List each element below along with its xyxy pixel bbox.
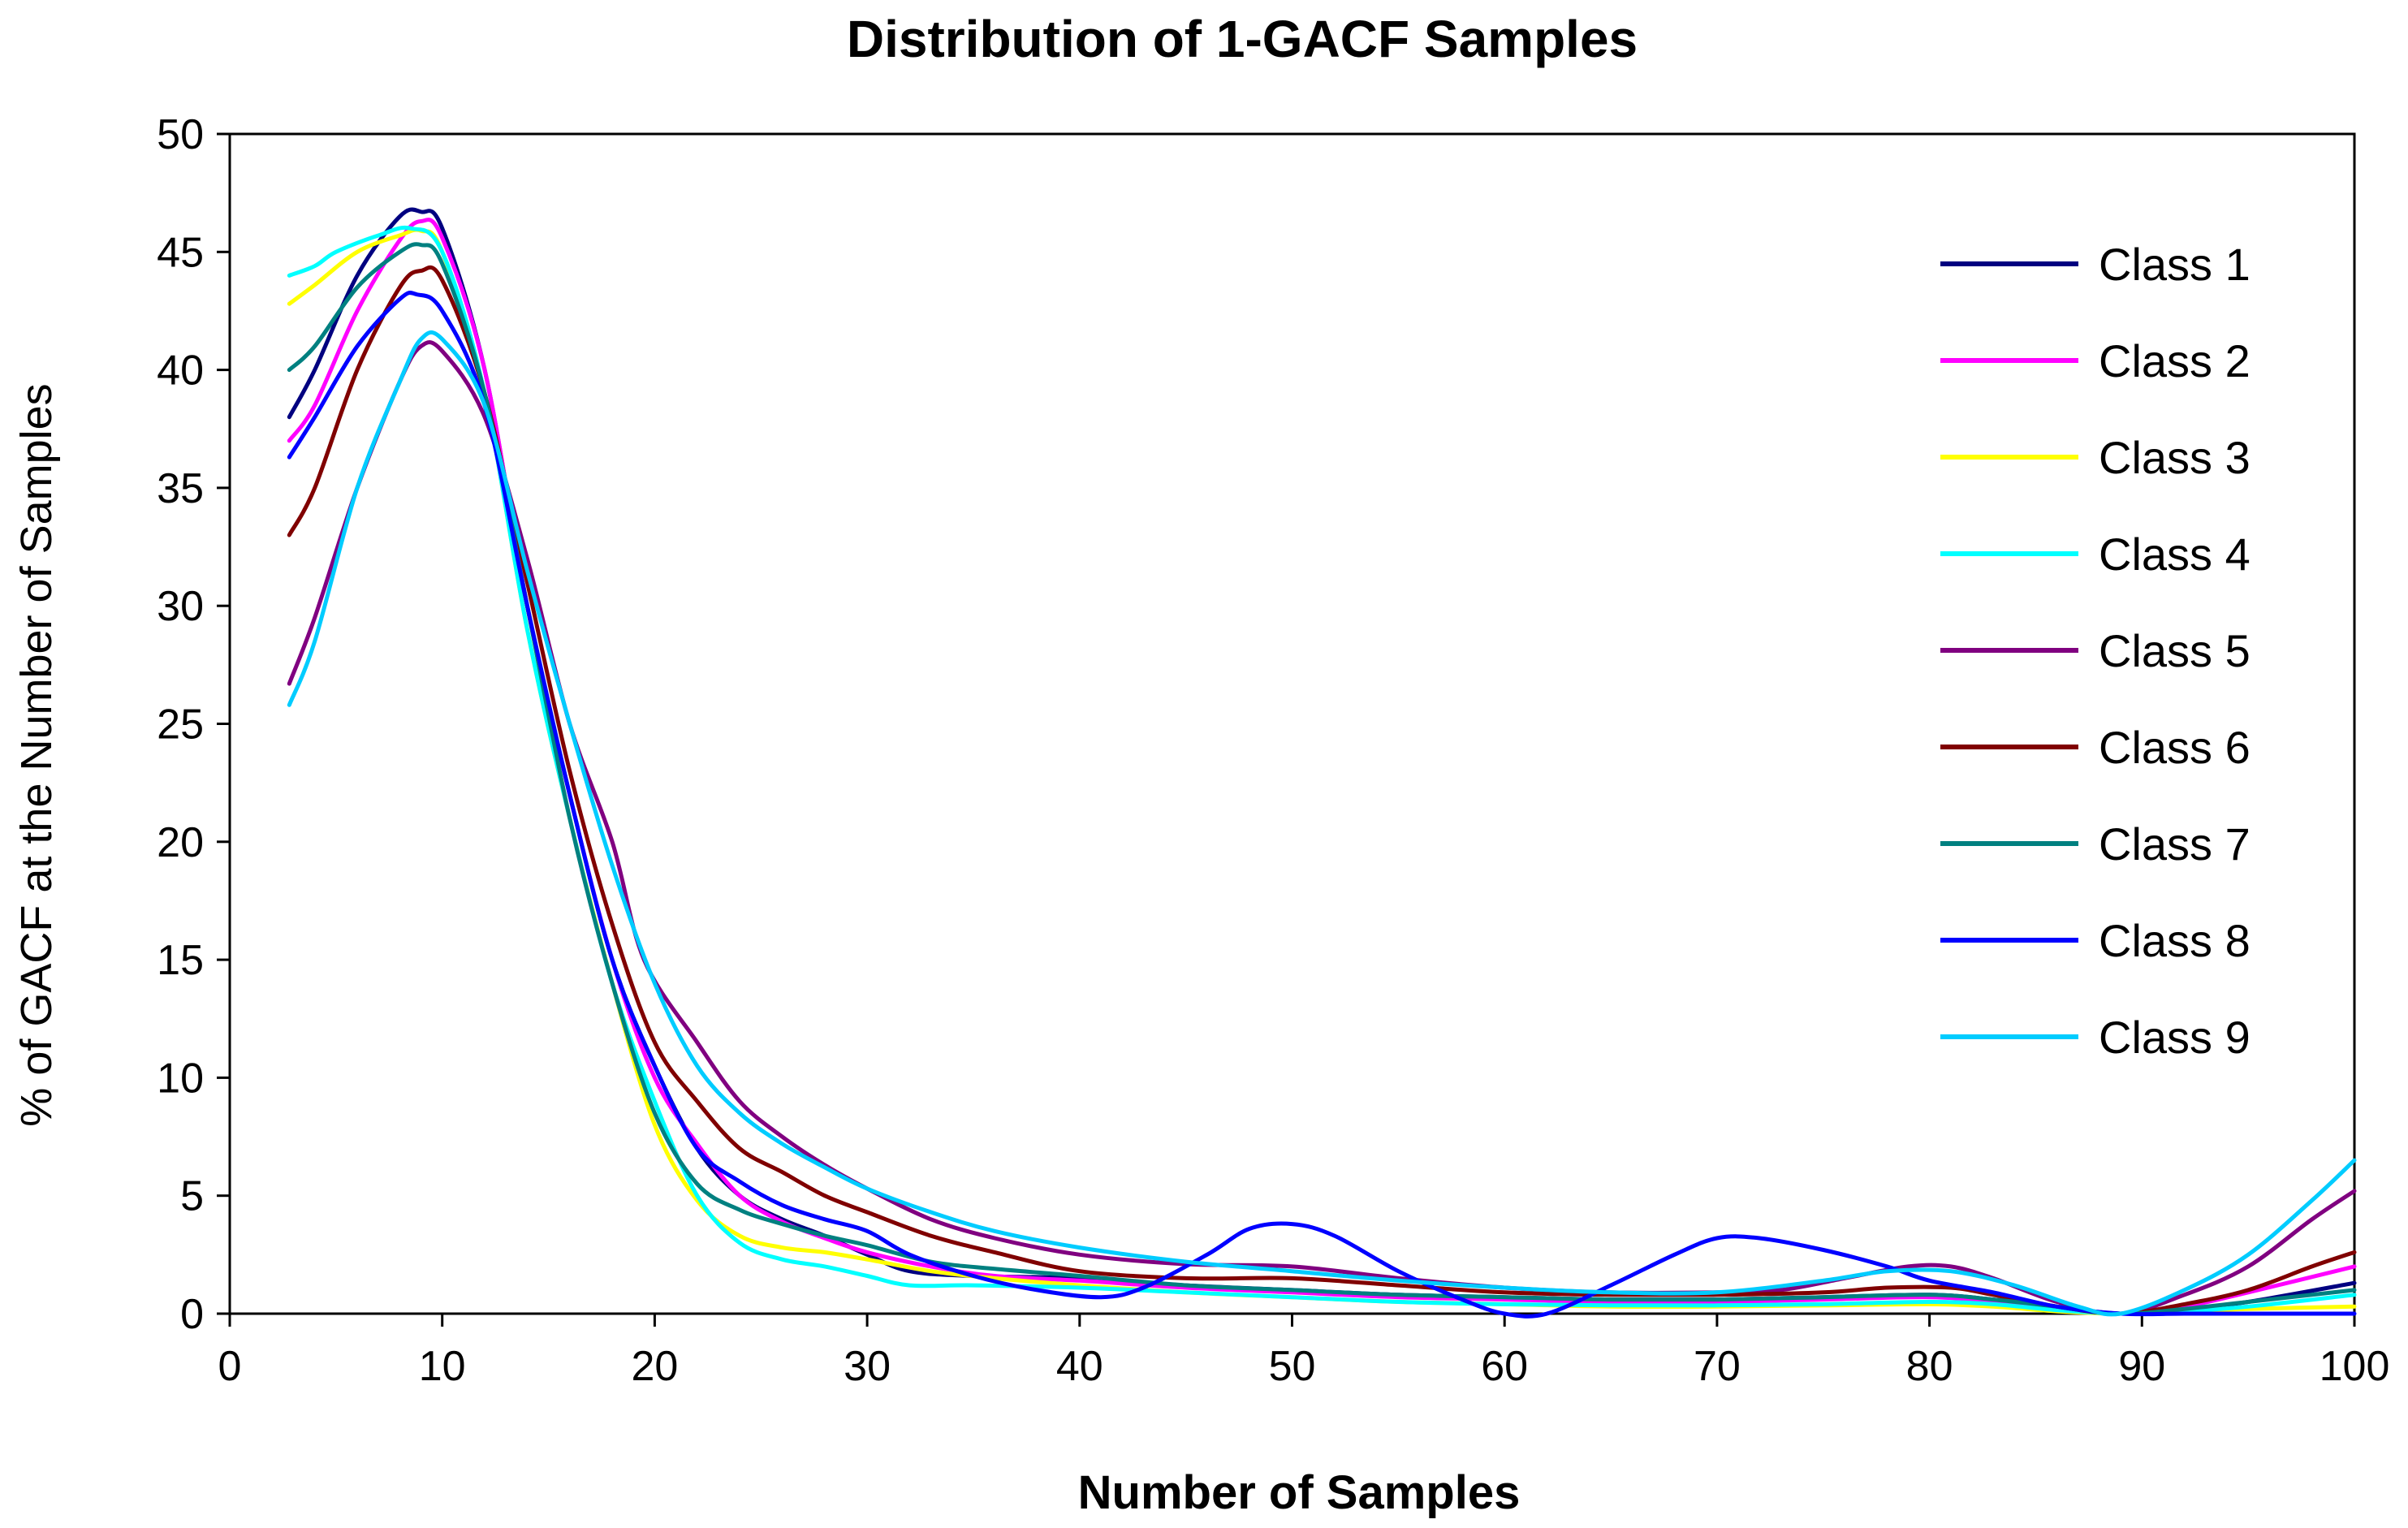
y-tick-label: 25 bbox=[157, 701, 204, 749]
legend-label-class-7: Class 7 bbox=[2099, 818, 2250, 870]
x-tick-label: 60 bbox=[1481, 1343, 1528, 1390]
legend-label-class-2: Class 2 bbox=[2099, 335, 2250, 386]
series-line-class-2 bbox=[287, 218, 2357, 1316]
series-line-class-5 bbox=[287, 340, 2357, 1316]
y-tick-label: 5 bbox=[180, 1173, 204, 1220]
y-tick-label: 45 bbox=[157, 229, 204, 276]
series-line-class-8 bbox=[287, 291, 2357, 1319]
legend-label-class-6: Class 6 bbox=[2099, 722, 2250, 773]
legend: Class 1 Class 2 Class 3 Class 4 Class 5 Class… bbox=[1940, 239, 2250, 1063]
x-tick-label: 10 bbox=[419, 1343, 466, 1390]
y-tick-label: 30 bbox=[157, 583, 204, 630]
y-tick-label: 0 bbox=[180, 1291, 204, 1338]
y-axis-ticks: 0 5 10 15 20 25 30 35 40 45 50 bbox=[157, 111, 230, 1338]
legend-label-class-9: Class 9 bbox=[2099, 1012, 2250, 1063]
x-tick-label: 30 bbox=[844, 1343, 891, 1390]
legend-label-class-4: Class 4 bbox=[2099, 529, 2250, 580]
legend-label-class-1: Class 1 bbox=[2099, 239, 2250, 290]
x-tick-label: 50 bbox=[1269, 1343, 1316, 1390]
x-tick-label: 20 bbox=[631, 1343, 678, 1390]
x-tick-label: 100 bbox=[2320, 1343, 2390, 1390]
legend-label-class-3: Class 3 bbox=[2099, 432, 2250, 483]
series-line-class-3 bbox=[287, 227, 2357, 1316]
series-lines bbox=[287, 207, 2357, 1319]
chart-title: Distribution of 1-GACF Samples bbox=[847, 10, 1638, 68]
y-tick-label: 35 bbox=[157, 465, 204, 512]
y-tick-label: 15 bbox=[157, 937, 204, 984]
series-line-class-7 bbox=[287, 242, 2357, 1316]
y-tick-label: 10 bbox=[157, 1055, 204, 1102]
x-axis-ticks: 0 10 20 30 40 50 60 70 80 90 100 bbox=[218, 1314, 2390, 1390]
x-tick-label: 80 bbox=[1906, 1343, 1953, 1390]
x-tick-label: 70 bbox=[1694, 1343, 1741, 1390]
series-line-class-6 bbox=[287, 265, 2357, 1316]
series-line-class-4 bbox=[287, 225, 2357, 1316]
x-tick-label: 90 bbox=[2118, 1343, 2165, 1390]
series-line-class-1 bbox=[287, 207, 2357, 1316]
series-line-class-9 bbox=[287, 330, 2357, 1317]
y-axis-label: % of GACF at the Number of Samples bbox=[12, 383, 61, 1126]
y-tick-label: 50 bbox=[157, 111, 204, 158]
y-tick-label: 20 bbox=[157, 819, 204, 866]
legend-label-class-5: Class 5 bbox=[2099, 625, 2250, 676]
x-tick-label: 40 bbox=[1056, 1343, 1103, 1390]
x-tick-label: 0 bbox=[218, 1343, 242, 1390]
legend-label-class-8: Class 8 bbox=[2099, 915, 2250, 966]
x-axis-label: Number of Samples bbox=[1078, 1466, 1521, 1519]
y-tick-label: 40 bbox=[157, 347, 204, 395]
